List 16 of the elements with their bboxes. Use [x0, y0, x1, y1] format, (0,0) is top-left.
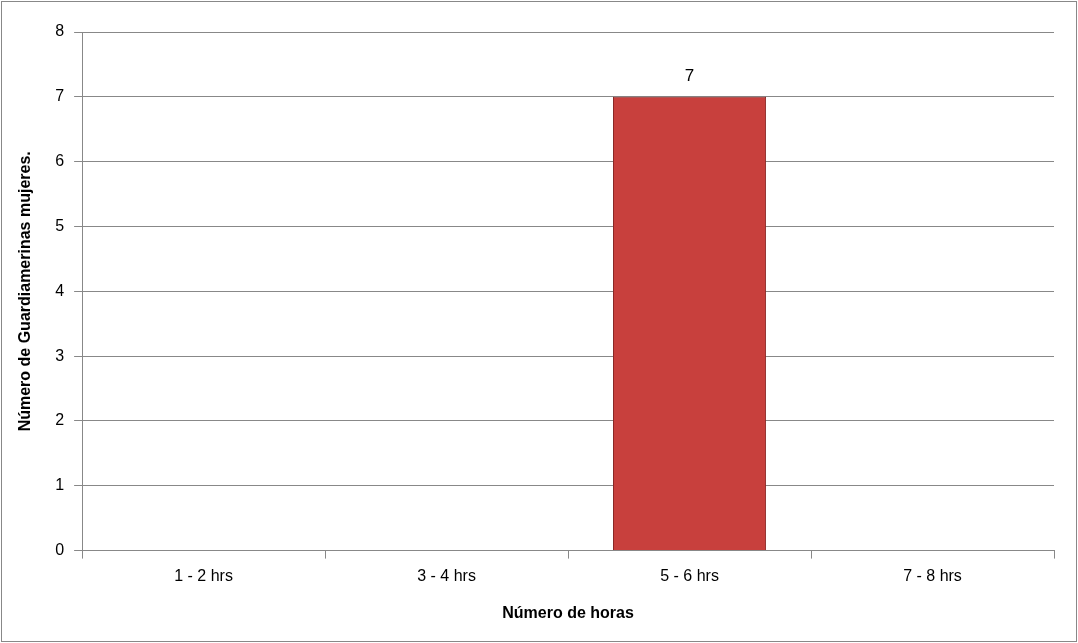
y-tick-label: 3	[55, 346, 65, 364]
data-label: 7	[684, 66, 695, 86]
x-tick-label: 5 - 6 hrs	[660, 566, 719, 584]
y-tick-label: 5	[55, 216, 65, 234]
x-axis-title: Número de horas	[502, 603, 634, 621]
y-tick-label: 7	[55, 87, 65, 105]
y-tick-label: 0	[55, 541, 65, 559]
x-tick-label: 1 - 2 hrs	[174, 566, 233, 584]
y-axis-title: Número de Guardiamerinas mujeres.	[16, 151, 34, 432]
y-tick-label: 1	[55, 476, 65, 494]
x-tick-label: 7 - 8 hrs	[903, 566, 962, 584]
y-tick-label: 8	[55, 22, 65, 40]
y-tick-label: 6	[55, 152, 65, 170]
y-tick-label: 2	[55, 411, 65, 429]
y-tick-label: 4	[55, 281, 65, 299]
x-tick-label: 3 - 4 hrs	[417, 566, 476, 584]
